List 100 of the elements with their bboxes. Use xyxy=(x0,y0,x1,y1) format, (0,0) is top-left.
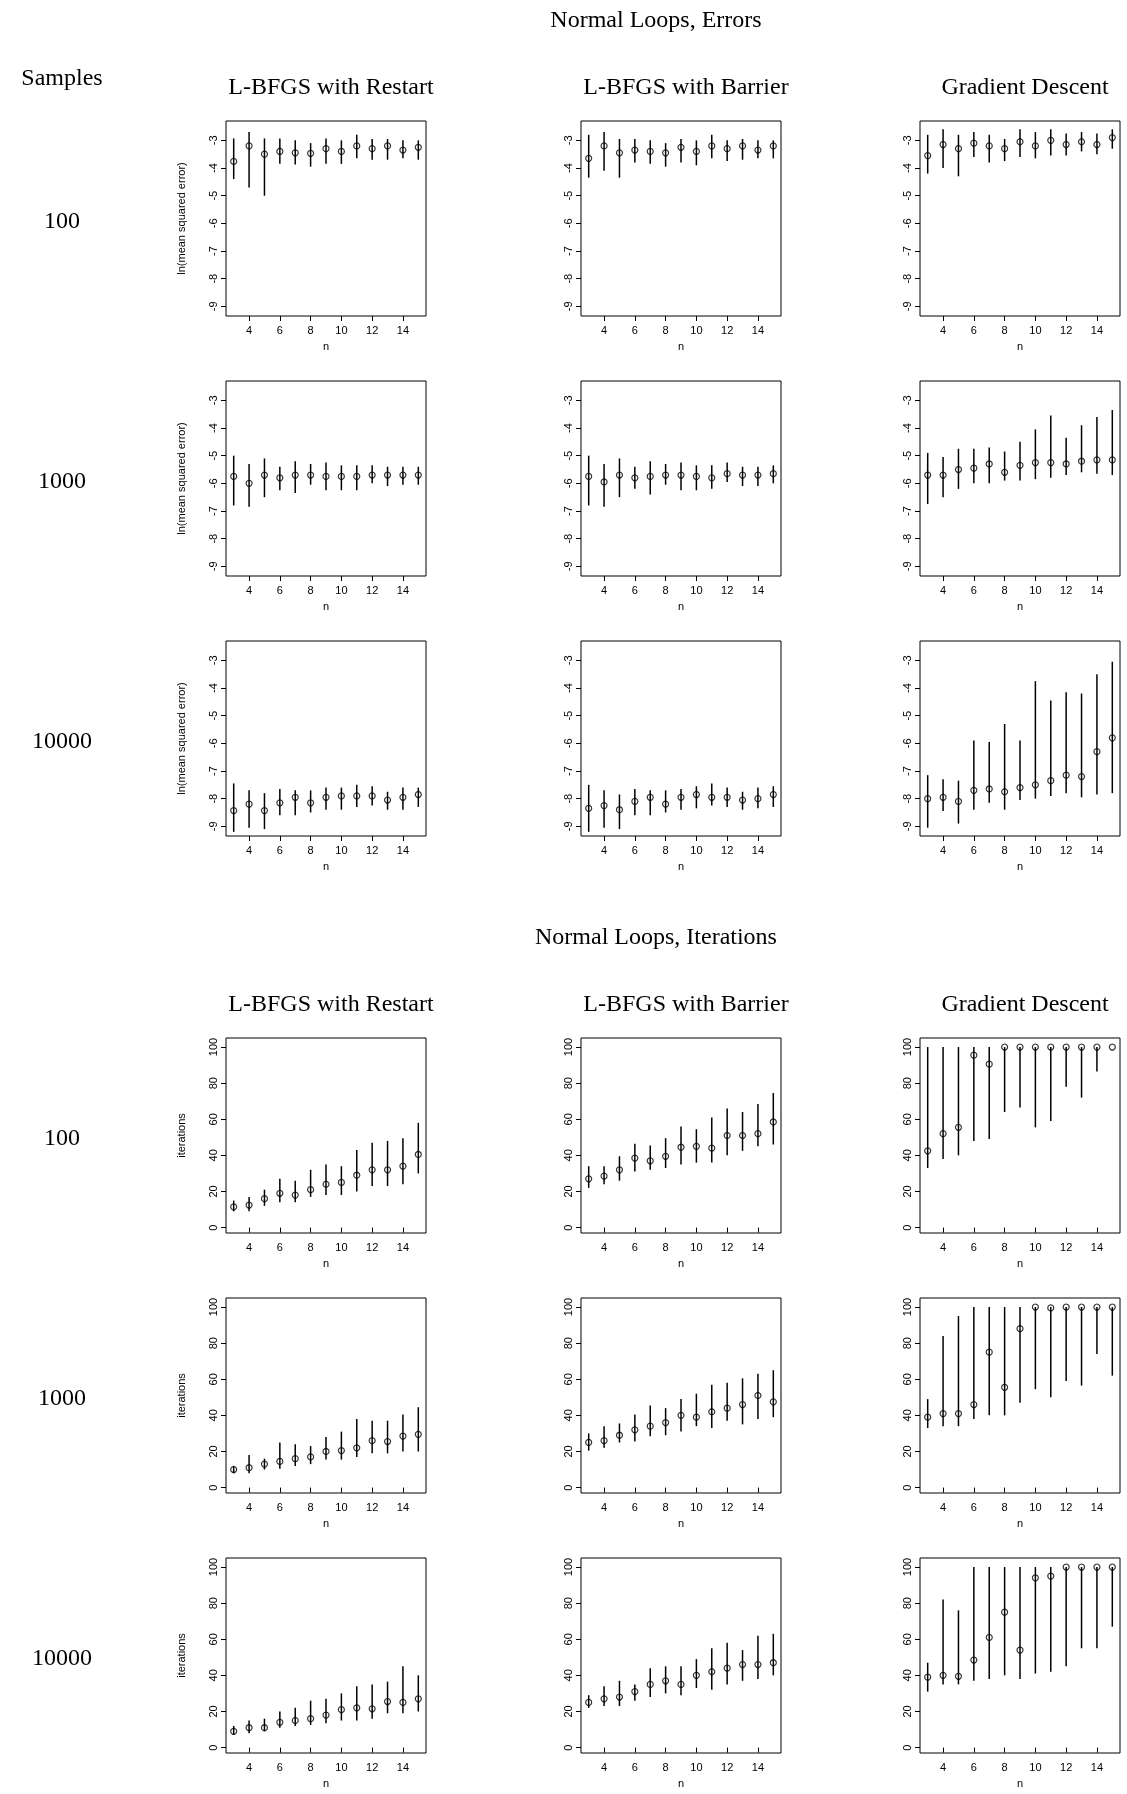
point xyxy=(723,470,731,478)
point xyxy=(600,1695,608,1703)
point xyxy=(754,1130,762,1138)
point xyxy=(230,157,238,165)
x-tick-label: 6 xyxy=(631,1240,638,1253)
point xyxy=(1016,138,1024,146)
point xyxy=(1031,142,1039,150)
point xyxy=(939,471,947,479)
point xyxy=(1093,748,1101,756)
y-tick-label: 40 xyxy=(206,1149,219,1162)
y-tick-label: -5 xyxy=(561,190,574,201)
point xyxy=(615,1166,624,1174)
x-tick-label: 8 xyxy=(307,1500,314,1513)
chart-title: L-BFGS with Restart xyxy=(228,990,434,1016)
point xyxy=(307,799,315,807)
x-tick-label: 14 xyxy=(751,1240,765,1253)
point xyxy=(1016,461,1024,469)
x-tick-label: 6 xyxy=(970,1240,977,1253)
point xyxy=(260,806,269,815)
x-tick-label: 8 xyxy=(1001,1240,1008,1253)
x-tick-label: 4 xyxy=(601,1500,608,1513)
y-tick-label: 20 xyxy=(206,1705,219,1718)
point xyxy=(939,1130,947,1138)
y-tick-label: -8 xyxy=(561,533,574,544)
x-tick-label: 12 xyxy=(721,1240,734,1253)
point xyxy=(353,1171,361,1179)
x-axis-title: n xyxy=(322,339,330,352)
x-tick-label: 14 xyxy=(751,1760,765,1773)
x-tick-label: 10 xyxy=(1029,583,1042,596)
point xyxy=(939,793,947,801)
point xyxy=(600,1172,608,1180)
point xyxy=(662,800,670,808)
y-tick-label: 80 xyxy=(206,1337,219,1350)
y-tick-label: 20 xyxy=(900,1445,913,1458)
x-axis-title: n xyxy=(677,599,685,612)
x-tick-label: 10 xyxy=(1029,1240,1042,1253)
x-tick-label: 4 xyxy=(940,1240,947,1253)
y-tick-label: 60 xyxy=(900,1633,913,1646)
point xyxy=(677,1680,685,1688)
point xyxy=(307,1715,315,1723)
y-tick-label: -4 xyxy=(206,163,219,173)
x-tick-label: 10 xyxy=(1029,1500,1042,1513)
point xyxy=(1108,1043,1116,1051)
x-axis-title: n xyxy=(677,859,685,872)
y-tick-label: 60 xyxy=(206,1373,219,1386)
x-tick-label: 12 xyxy=(366,843,379,856)
x-axis-title: n xyxy=(322,1516,330,1529)
point xyxy=(322,145,330,153)
y-tick-label: -5 xyxy=(206,710,219,721)
point xyxy=(924,471,932,479)
point xyxy=(677,1143,685,1151)
x-tick-label: 8 xyxy=(307,583,314,596)
point xyxy=(1001,145,1009,153)
point xyxy=(337,792,345,800)
point xyxy=(939,1671,947,1679)
point xyxy=(1093,456,1101,464)
chart-title: L-BFGS with Barrier xyxy=(583,73,789,99)
point xyxy=(723,793,731,801)
x-tick-label: 4 xyxy=(246,1240,253,1253)
point xyxy=(337,147,345,156)
point xyxy=(985,1348,993,1356)
x-tick-label: 8 xyxy=(1001,843,1008,856)
point xyxy=(414,790,422,799)
point xyxy=(631,474,639,482)
point xyxy=(646,1680,654,1688)
x-tick-label: 14 xyxy=(1090,1760,1104,1773)
point xyxy=(585,154,593,162)
text: 1000 xyxy=(37,1383,87,1411)
x-tick-label: 10 xyxy=(690,1240,703,1253)
point xyxy=(414,1695,422,1703)
point xyxy=(1016,1325,1024,1333)
point xyxy=(646,1157,654,1165)
y-tick-label: -3 xyxy=(900,655,913,666)
point xyxy=(399,793,407,801)
x-tick-label: 14 xyxy=(396,1760,410,1773)
x-tick-label: 14 xyxy=(1090,843,1104,856)
y-tick-label: 60 xyxy=(561,1373,574,1386)
point xyxy=(383,796,392,804)
x-tick-label: 6 xyxy=(631,843,638,856)
point xyxy=(769,1398,777,1406)
y-tick-label: 60 xyxy=(561,1113,574,1126)
x-tick-label: 12 xyxy=(366,323,379,336)
point xyxy=(307,1186,315,1194)
point xyxy=(1077,457,1086,465)
text: Normal Loops, Errors xyxy=(549,6,763,33)
y-tick-label: -8 xyxy=(900,533,913,544)
x-axis-title: n xyxy=(1016,1256,1024,1269)
point xyxy=(708,1408,716,1416)
point xyxy=(662,149,670,157)
x-tick-label: 10 xyxy=(1029,843,1042,856)
y-tick-label: -7 xyxy=(206,766,219,776)
y-tick-label: -6 xyxy=(900,218,913,229)
point xyxy=(662,1418,670,1427)
y-tick-label: -3 xyxy=(561,395,574,406)
text: 100 xyxy=(43,206,81,234)
y-tick-label: -3 xyxy=(206,395,219,406)
point xyxy=(245,142,253,150)
y-tick-label: -7 xyxy=(561,766,574,776)
x-tick-label: 12 xyxy=(1060,1500,1073,1513)
y-tick-label: -7 xyxy=(206,246,219,256)
